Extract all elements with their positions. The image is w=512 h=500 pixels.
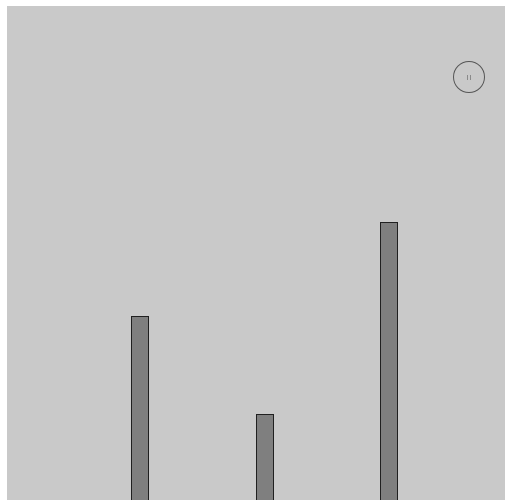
pillar-obstacle: [131, 316, 149, 500]
game-canvas[interactable]: [7, 6, 505, 500]
pillar-obstacle: [256, 414, 274, 500]
pillar-obstacle: [380, 222, 398, 500]
pause-button[interactable]: [453, 61, 485, 93]
pause-icon: [467, 75, 472, 80]
